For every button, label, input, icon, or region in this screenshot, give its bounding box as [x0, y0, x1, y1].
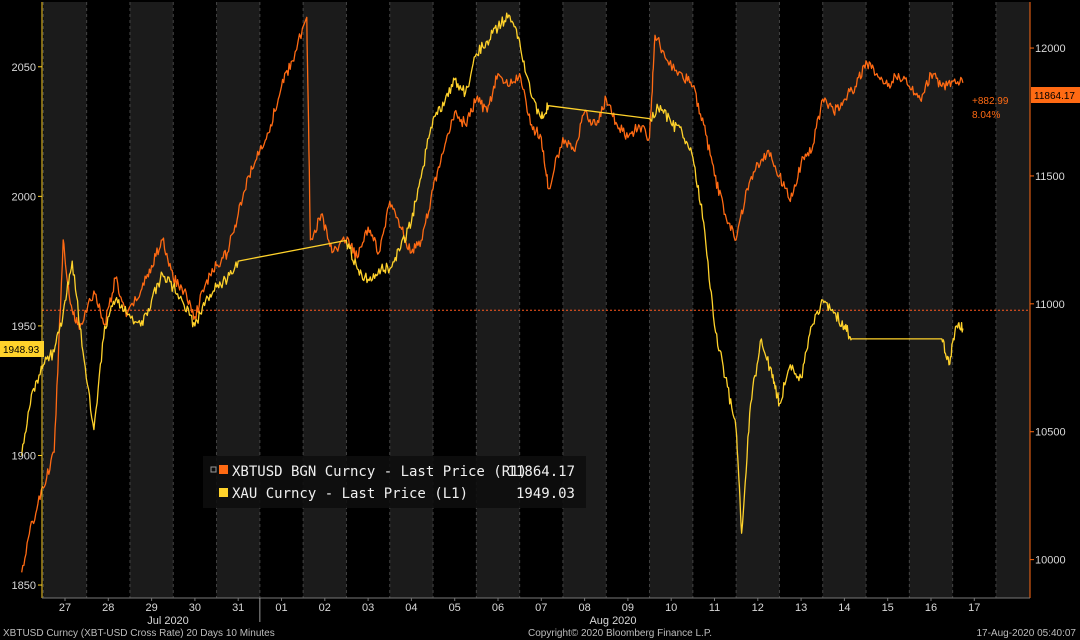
day-band: [433, 2, 477, 598]
footer-security: XBTUSD Curncy (XBT-USD Cross Rate) 20 Da…: [3, 628, 275, 639]
left-tick-label: 2000: [12, 191, 36, 203]
change-absolute: +882.99: [972, 96, 1009, 107]
day-shading: [42, 2, 1030, 598]
legend-swatch-gold: [219, 488, 228, 497]
legend-value-btc: 11864.17: [508, 464, 575, 480]
legend-marker-icon: [210, 466, 217, 473]
day-band: [259, 2, 304, 598]
day-band: [866, 2, 910, 598]
legend-value-gold: 1949.03: [516, 486, 575, 502]
day-band: [346, 2, 390, 598]
x-tick-label: 15: [882, 602, 894, 614]
left-tick-label: 1900: [12, 450, 36, 462]
right-tick-label: 11000: [1035, 299, 1065, 311]
right-tick-label: 10000: [1035, 555, 1066, 567]
x-tick-label: 02: [319, 602, 331, 614]
legend-label-gold: XAU Curncy - Last Price (L1): [232, 486, 468, 502]
day-band: [42, 2, 44, 598]
x-tick-label: 30: [189, 602, 201, 614]
x-tick-label: 05: [449, 602, 461, 614]
footer-copyright: Copyright© 2020 Bloomberg Finance L.P.: [528, 628, 712, 639]
x-tick-label: 01: [275, 602, 287, 614]
day-band: [562, 2, 607, 598]
day-band: [779, 2, 823, 598]
change-percent: 8.04%: [972, 110, 1000, 121]
x-tick-label: 27: [59, 602, 71, 614]
day-band: [995, 2, 1030, 598]
series-line-btc: [21, 16, 964, 573]
left-tick-label: 2050: [12, 62, 36, 74]
x-tick-label: 04: [405, 602, 417, 614]
legend-box: [203, 456, 586, 508]
day-band: [952, 2, 996, 598]
day-band: [389, 2, 434, 598]
x-tick-label: 29: [145, 602, 157, 614]
x-tick-label: 09: [622, 602, 634, 614]
x-tick-label: 11: [709, 602, 720, 614]
day-band: [303, 2, 347, 598]
left-axis-ticks: 1850 1900 1950 2000 2050: [12, 62, 42, 592]
x-tick-label: 08: [578, 602, 590, 614]
day-band: [736, 2, 780, 598]
day-band: [86, 2, 130, 598]
month-label: Jul 2020: [147, 615, 189, 627]
left-price-tag-text: 1948.93: [3, 345, 40, 356]
x-tick-label: 07: [535, 602, 547, 614]
left-tick-label: 1950: [12, 321, 36, 333]
day-band: [822, 2, 867, 598]
day-band: [606, 2, 650, 598]
day-band: [476, 2, 520, 598]
right-price-tag-text: 11864.17: [1034, 91, 1075, 102]
day-band: [909, 2, 953, 598]
day-band: [692, 2, 737, 598]
x-tick-label: 03: [362, 602, 374, 614]
x-tick-label: 13: [795, 602, 807, 614]
right-tick-label: 10500: [1035, 427, 1066, 439]
left-price-tag: 1948.93: [0, 341, 44, 357]
month-label: Aug 2020: [589, 615, 636, 627]
day-band: [216, 2, 260, 598]
left-tick-label: 1850: [12, 580, 36, 592]
right-tick-label: 12000: [1035, 43, 1066, 55]
x-tick-label: 17: [968, 602, 980, 614]
x-tick-label: 28: [102, 602, 114, 614]
series-layer: [21, 12, 964, 573]
x-tick-label: 12: [752, 602, 764, 614]
day-band: [649, 2, 693, 598]
axes: [41, 2, 1031, 599]
x-tick-label: 14: [838, 602, 850, 614]
series-line-gold: [21, 12, 964, 534]
footer-timestamp: 17-Aug-2020 05:40:07: [976, 628, 1076, 639]
x-tick-label: 16: [925, 602, 937, 614]
x-tick-label: 06: [492, 602, 504, 614]
right-price-tag: 11864.17: [1031, 87, 1080, 103]
x-axis-ticks: 27 28 29 30 31 01 02 03 04 05 06 07 08 09 10 11 12 13 14 15…: [59, 598, 980, 627]
x-tick-label: 10: [665, 602, 677, 614]
legend-label-btc: XBTUSD BGN Curncy - Last Price (R1): [232, 464, 527, 480]
right-tick-label: 11500: [1035, 171, 1065, 183]
day-band: [173, 2, 217, 598]
legend-swatch-btc: [219, 465, 228, 474]
x-tick-label: 31: [232, 602, 244, 614]
day-band: [519, 2, 563, 598]
right-axis-ticks: 10000 10500 11000 11500 12000: [1030, 43, 1066, 567]
legend: XBTUSD BGN Curncy - Last Price (R1) 1186…: [203, 456, 586, 508]
